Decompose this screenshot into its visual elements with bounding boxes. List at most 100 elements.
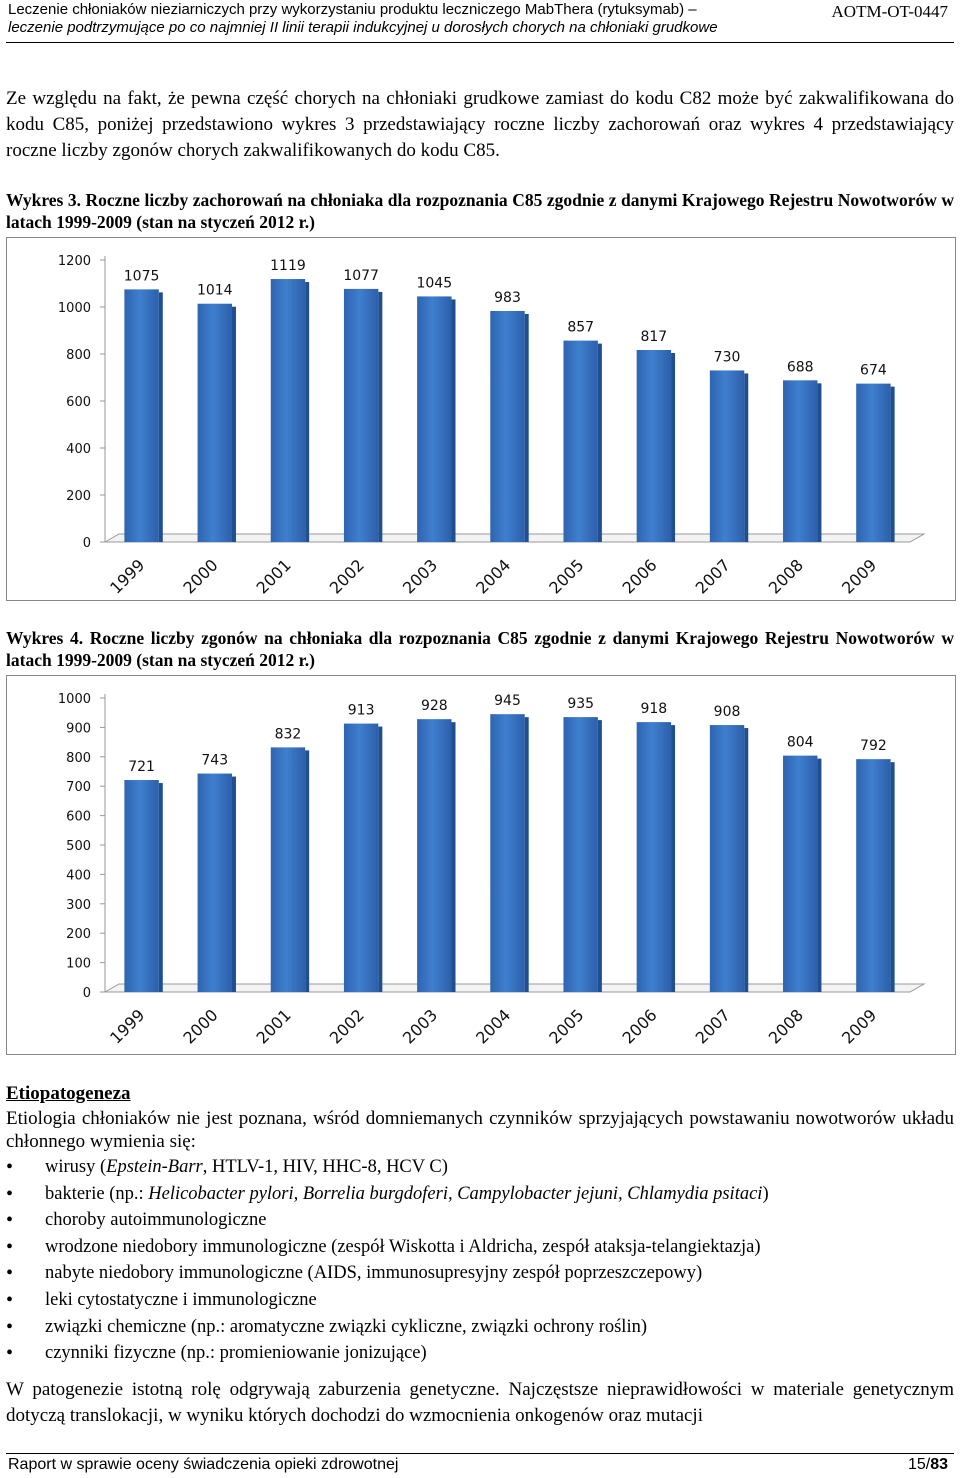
chart4-caption-label: Wykres 4. bbox=[6, 628, 84, 648]
pathogenesis-paragraph: W patogenezie istotną rolę odgrywają zab… bbox=[6, 1379, 954, 1426]
bar bbox=[270, 747, 306, 992]
list-item-text: wirusy ( bbox=[45, 1157, 107, 1177]
x-tick-label: 2007 bbox=[692, 555, 734, 597]
bar-side bbox=[524, 717, 529, 992]
bar-side bbox=[231, 776, 236, 992]
bar bbox=[417, 296, 452, 542]
list-item: wrodzone niedobory immunologiczne (zespó… bbox=[6, 1235, 769, 1262]
etiology-intro-text: Etiologia chłoniaków nie jest poznana, w… bbox=[6, 1108, 954, 1152]
list-item-text: związki chemiczne (np.: aromatyczne zwią… bbox=[45, 1316, 647, 1337]
bar bbox=[856, 759, 891, 992]
x-tick-label: 2003 bbox=[399, 1005, 441, 1047]
header-title-line2: leczenie podtrzymujące po co najmniej II… bbox=[8, 19, 718, 36]
bar bbox=[709, 370, 745, 542]
etiology-factor-list: wirusy (Epstein-Barr, HTLV-1, HIV, HHC-8… bbox=[6, 1155, 769, 1368]
bar bbox=[709, 725, 745, 992]
x-tick-label: 2001 bbox=[253, 555, 295, 597]
y-tick-label: 400 bbox=[66, 442, 91, 457]
x-tick-label: 2005 bbox=[545, 1005, 587, 1047]
bar bbox=[197, 773, 232, 992]
bar-value-label: 928 bbox=[421, 698, 448, 714]
footer-divider bbox=[6, 1453, 954, 1454]
bar-side bbox=[231, 306, 236, 542]
footer-report-title: Raport w sprawie oceny świadczenia opiek… bbox=[8, 1456, 399, 1473]
y-tick-label: 900 bbox=[66, 721, 91, 736]
bar-side bbox=[817, 383, 822, 542]
list-item: związki chemiczne (np.: aromatyczne zwią… bbox=[6, 1315, 769, 1342]
bar-value-label: 935 bbox=[567, 696, 594, 712]
list-item: czynniki fizyczne (np.: promieniowanie j… bbox=[6, 1341, 769, 1368]
y-tick-label: 0 bbox=[83, 986, 91, 1001]
y-tick-label: 1000 bbox=[58, 301, 91, 316]
bar-value-label: 792 bbox=[860, 738, 887, 754]
bar-side bbox=[817, 758, 822, 992]
bar-side bbox=[158, 292, 163, 542]
y-tick-label: 600 bbox=[66, 395, 91, 410]
bar bbox=[563, 717, 598, 992]
x-tick-label: 2008 bbox=[765, 1005, 807, 1047]
bar-value-label: 1119 bbox=[270, 258, 306, 274]
list-item-text: czynniki fizyczne (np.: promieniowanie j… bbox=[45, 1343, 427, 1364]
list-item: bakterie (np.: Helicobacter pylori, Borr… bbox=[6, 1182, 769, 1209]
y-tick-label: 100 bbox=[66, 957, 91, 972]
bar bbox=[636, 350, 672, 542]
bar-value-label: 857 bbox=[567, 320, 594, 336]
y-tick-label: 200 bbox=[66, 927, 91, 942]
chart3-container: 0 200 400 600 800 1000 1200 1075 1999 1014 2000 111… bbox=[6, 237, 956, 601]
x-tick-label: 2006 bbox=[618, 1005, 660, 1047]
list-item: wirusy (Epstein-Barr, HTLV-1, HIV, HHC-8… bbox=[6, 1155, 769, 1182]
y-tick-label: 1200 bbox=[58, 254, 91, 269]
bar-side bbox=[890, 386, 895, 542]
page-total: 83 bbox=[930, 1456, 948, 1473]
list-item-italic: Helicobacter pylori, Borrelia burgdoferi… bbox=[148, 1183, 763, 1204]
bar bbox=[343, 288, 379, 542]
bar-value-label: 1014 bbox=[197, 283, 233, 299]
list-item: nabyte niedobory immunologiczne (AIDS, i… bbox=[6, 1261, 769, 1288]
chart4-container: 0 100 200 300 400 500 600 700 800 900 1000 721 1999 7… bbox=[6, 675, 956, 1055]
header-divider bbox=[6, 42, 954, 43]
bar bbox=[783, 755, 818, 992]
chart4-caption: Wykres 4. Roczne liczby zgonów na chłoni… bbox=[6, 627, 954, 671]
bar-side bbox=[305, 750, 310, 992]
bar-value-label: 1077 bbox=[343, 268, 379, 284]
bar bbox=[783, 380, 818, 542]
x-tick-label: 2004 bbox=[472, 1005, 514, 1047]
bar-side bbox=[671, 725, 676, 992]
list-item-text: , HTLV-1, HIV, HHC-8, HCV C) bbox=[202, 1157, 448, 1177]
bar-value-label: 804 bbox=[787, 735, 814, 751]
page-current: 15/ bbox=[907, 1456, 931, 1473]
bar-side bbox=[597, 343, 602, 542]
bar bbox=[490, 310, 525, 542]
chart3-caption-text: Roczne liczby zachorowań na chłoniaka dl… bbox=[6, 190, 954, 232]
x-tick-label: 2002 bbox=[326, 1005, 368, 1047]
footer-page-number: 15/83 bbox=[908, 1456, 948, 1474]
x-tick-label: 2004 bbox=[472, 555, 514, 597]
x-tick-label: 1999 bbox=[106, 1005, 148, 1047]
y-tick-label: 400 bbox=[66, 868, 91, 883]
bar-side bbox=[524, 313, 529, 542]
bar-value-label: 832 bbox=[275, 726, 302, 742]
y-tick-label: 800 bbox=[66, 751, 91, 766]
bar bbox=[563, 340, 598, 542]
list-item-text: leki cytostatyczne i immunologiczne bbox=[45, 1289, 317, 1310]
x-tick-label: 2006 bbox=[618, 555, 660, 597]
bar-side bbox=[451, 299, 456, 542]
x-tick-label: 2003 bbox=[399, 555, 441, 597]
bar bbox=[197, 303, 232, 542]
x-tick-label: 2002 bbox=[326, 555, 368, 597]
list-item-text: nabyte niedobory immunologiczne (AIDS, i… bbox=[45, 1263, 703, 1284]
bar bbox=[417, 719, 452, 992]
list-item: leki cytostatyczne i immunologiczne bbox=[6, 1288, 769, 1315]
bar-side bbox=[744, 373, 749, 542]
bar-value-label: 817 bbox=[640, 329, 667, 345]
y-tick-label: 200 bbox=[66, 489, 91, 504]
bar-value-label: 1045 bbox=[416, 275, 452, 291]
bar-value-label: 908 bbox=[714, 704, 741, 720]
bar-side bbox=[378, 726, 383, 992]
bar-value-label: 918 bbox=[640, 701, 667, 717]
bar-value-label: 913 bbox=[348, 703, 375, 719]
bar-value-label: 730 bbox=[714, 349, 741, 365]
bar-value-label: 983 bbox=[494, 290, 521, 306]
header-document-code: AOTM-OT-0447 bbox=[831, 2, 948, 21]
intro-paragraph: Ze względu na fakt, że pewna część chory… bbox=[6, 88, 954, 161]
